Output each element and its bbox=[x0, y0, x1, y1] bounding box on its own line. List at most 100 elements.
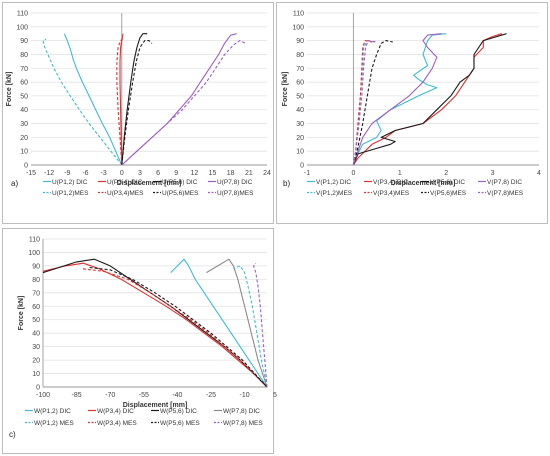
x-tick-label: 5 bbox=[273, 392, 277, 399]
legend-label: V(P1,2)MES bbox=[316, 190, 353, 197]
legend-label: V(P7,8) DIC bbox=[487, 179, 522, 186]
x-tick-label: 9 bbox=[174, 170, 178, 177]
x-tick-label: 24 bbox=[263, 170, 271, 177]
series-line bbox=[352, 40, 377, 166]
x-tick-label: 3 bbox=[138, 170, 142, 177]
y-tick-label: 80 bbox=[296, 52, 304, 59]
series-line bbox=[116, 37, 124, 166]
y-tick-label: 100 bbox=[16, 24, 28, 31]
y-tick-label: 60 bbox=[20, 80, 28, 87]
legend-label: W(P7,8) DIC bbox=[223, 408, 260, 415]
series-line bbox=[233, 265, 268, 388]
y-tick-label: 40 bbox=[296, 107, 304, 114]
y-tick-label: 70 bbox=[32, 290, 40, 297]
y-axis-title: Force [kN] bbox=[6, 72, 13, 107]
series-line bbox=[42, 38, 123, 166]
legend-label: W(P3,4) MES bbox=[97, 420, 137, 427]
y-axis-title: Force [kN] bbox=[18, 296, 25, 331]
y-tick-label: 80 bbox=[32, 277, 40, 284]
series-line bbox=[121, 33, 148, 166]
y-tick-label: 20 bbox=[32, 358, 40, 365]
y-tick-label: 90 bbox=[32, 263, 40, 270]
y-tick-label: 90 bbox=[20, 38, 28, 45]
x-axis-title: Displacement [mm] bbox=[117, 180, 182, 187]
panel-label: c) bbox=[9, 430, 16, 439]
y-tick-label: 10 bbox=[20, 149, 28, 156]
y-tick-label: 100 bbox=[292, 24, 304, 31]
series-line bbox=[42, 258, 268, 388]
series-line bbox=[121, 40, 247, 166]
legend-label: W(P5,6) MES bbox=[160, 420, 200, 427]
series-line bbox=[253, 262, 268, 388]
y-tick-label: 0 bbox=[36, 385, 40, 392]
series-line bbox=[206, 258, 268, 388]
legend-label: W(P3,4) DIC bbox=[97, 408, 134, 415]
y-tick-label: 60 bbox=[32, 304, 40, 311]
x-tick-label: -25 bbox=[206, 392, 216, 399]
series-line bbox=[352, 33, 447, 166]
legend-label: W(P1,2) MES bbox=[34, 420, 74, 427]
y-tick-label: 40 bbox=[20, 107, 28, 114]
chart-panel-b: 0 10 20 30 40 50 60 70 80 90 100 110 -1 0 1 2 3 4 Displace… bbox=[276, 2, 548, 224]
x-tick-label: 6 bbox=[156, 170, 160, 177]
x-tick-label: -15 bbox=[26, 170, 36, 177]
series-line bbox=[42, 262, 268, 388]
x-axis-title: Displacement [mm] bbox=[391, 180, 456, 187]
legend-label: V(P1,2) DIC bbox=[316, 179, 351, 186]
x-tick-label: -70 bbox=[105, 392, 115, 399]
y-tick-label: 10 bbox=[296, 149, 304, 156]
x-tick-label: 21 bbox=[245, 170, 253, 177]
legend-label: U(P1,2)MES bbox=[52, 190, 89, 197]
y-tick-label: 50 bbox=[20, 93, 28, 100]
series-line bbox=[121, 33, 237, 166]
x-axis-title: Displacement [mm] bbox=[123, 402, 188, 409]
series-line bbox=[170, 258, 268, 388]
x-tick-label: 3 bbox=[491, 170, 495, 177]
y-tick-label: 50 bbox=[32, 317, 40, 324]
chart-panel-a: 0 10 20 30 40 50 60 70 80 90 100 110 -15 -12 -9 -6 -3 0 3 6… bbox=[2, 2, 274, 224]
x-tick-label: 1 bbox=[398, 170, 402, 177]
y-tick-label: 0 bbox=[24, 163, 28, 170]
legend-label: V(P5,6)MES bbox=[430, 190, 467, 197]
legend-label: U(P7,8) DIC bbox=[217, 179, 253, 186]
y-tick-label: 20 bbox=[20, 135, 28, 142]
x-tick-label: -55 bbox=[139, 392, 149, 399]
series-line bbox=[352, 40, 375, 166]
legend-label: V(P3,4) DIC bbox=[373, 179, 408, 186]
y-tick-label: 0 bbox=[300, 163, 304, 170]
legend-label: U(P3,4) DIC bbox=[107, 179, 143, 186]
series-line bbox=[87, 266, 268, 388]
y-tick-label: 40 bbox=[32, 331, 40, 338]
x-tick-label: -100 bbox=[36, 392, 50, 399]
legend-label: V(P7,8)MES bbox=[487, 190, 524, 197]
y-tick-label: 90 bbox=[296, 38, 304, 45]
x-tick-label: -40 bbox=[172, 392, 182, 399]
x-tick-label: -1 bbox=[304, 170, 310, 177]
x-tick-label: -10 bbox=[240, 392, 250, 399]
series-line bbox=[119, 33, 124, 166]
series-line bbox=[81, 268, 268, 388]
y-tick-label: 70 bbox=[20, 66, 28, 73]
series-line bbox=[63, 33, 123, 166]
y-tick-label: 10 bbox=[32, 371, 40, 378]
x-tick-label: 0 bbox=[351, 170, 355, 177]
series-line bbox=[352, 33, 507, 166]
chart-c-plot: 0 10 20 30 40 50 60 70 80 90 100 110 -100 -85 -70 -55 -4… bbox=[9, 237, 277, 440]
x-tick-label: 18 bbox=[227, 170, 235, 177]
chart-panel-c: 0 10 20 30 40 50 60 70 80 90 100 110 -100 -85 -70 -55 -4… bbox=[2, 228, 277, 454]
y-axis-title: Force [kN] bbox=[282, 72, 289, 107]
y-tick-label: 80 bbox=[20, 52, 28, 59]
x-tick-label: 2 bbox=[444, 170, 448, 177]
y-tick-label: 60 bbox=[296, 80, 304, 87]
y-tick-label: 30 bbox=[32, 344, 40, 351]
series-line bbox=[352, 33, 503, 166]
series-line bbox=[121, 40, 153, 166]
y-tick-label: 100 bbox=[28, 250, 40, 257]
panel-label: b) bbox=[283, 179, 290, 188]
legend-label: U(P5,6)MES bbox=[162, 190, 199, 197]
legend-label: U(P5,6) DIC bbox=[162, 179, 198, 186]
y-tick-label: 110 bbox=[29, 237, 40, 244]
x-tick-label: -6 bbox=[82, 170, 88, 177]
y-tick-label: 30 bbox=[296, 121, 304, 128]
